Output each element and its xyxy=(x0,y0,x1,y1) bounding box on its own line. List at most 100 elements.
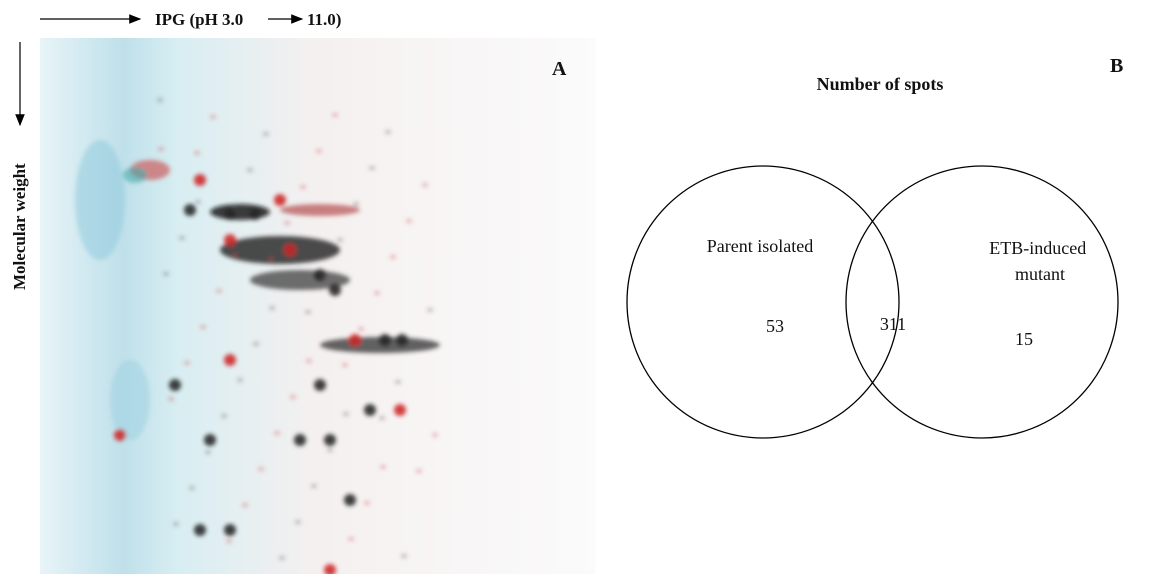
gel-spot xyxy=(168,397,174,401)
gel-spot xyxy=(422,183,428,187)
venn-circle-right xyxy=(846,166,1118,438)
gel-spot xyxy=(385,130,391,134)
gel-spot xyxy=(253,342,259,346)
gel-spot xyxy=(114,429,126,441)
gel-spot xyxy=(329,284,341,296)
gel-spot xyxy=(194,151,200,155)
gel-spot xyxy=(337,238,343,242)
gel-spot xyxy=(349,334,361,346)
gel-spot xyxy=(268,257,274,261)
gel-spot xyxy=(432,433,438,437)
gel-spot xyxy=(394,404,406,416)
gel-spot xyxy=(195,200,201,204)
gel-spot xyxy=(379,416,385,420)
gel-spot xyxy=(205,450,211,454)
gel-spot xyxy=(258,467,264,471)
gel-spot xyxy=(390,255,396,259)
gel-spot xyxy=(342,363,348,367)
gel-spot xyxy=(274,431,280,435)
y-axis-label: Molecular weight xyxy=(10,163,29,290)
gel-spot xyxy=(295,520,301,524)
gel-spot xyxy=(396,334,408,346)
gel-spot xyxy=(327,448,333,452)
gel-spot xyxy=(306,359,312,363)
gel-spot xyxy=(411,344,417,348)
gel-spot xyxy=(189,486,195,490)
gel-spot xyxy=(379,334,391,346)
gel-spot xyxy=(348,537,354,541)
gel-spot xyxy=(210,204,270,220)
gel-spot xyxy=(184,204,196,216)
venn-circle-left xyxy=(627,166,899,438)
gel-spot xyxy=(369,166,375,170)
gel-spot xyxy=(173,522,179,526)
gel-spot xyxy=(358,327,364,331)
gel-spot xyxy=(353,202,359,206)
gel-spot xyxy=(123,167,147,183)
gel-spot xyxy=(226,539,232,543)
venn-panel: Number of spots B Parent isolated ETB-in… xyxy=(627,55,1123,438)
gel-spot xyxy=(220,236,340,264)
set-label: ETB-induced mutant xyxy=(989,238,1090,284)
gel-spot xyxy=(184,361,190,365)
gel-spot xyxy=(395,380,401,384)
gel-spot xyxy=(216,289,222,293)
gel-spot xyxy=(427,308,433,312)
gel-spot xyxy=(343,412,349,416)
panel-label: B xyxy=(1110,55,1123,77)
gel-spot xyxy=(269,306,275,310)
gel-spot xyxy=(324,434,336,446)
gel-spot xyxy=(305,310,311,314)
gel-spot xyxy=(249,208,261,220)
gel-spot xyxy=(242,503,248,507)
gel-spot xyxy=(311,484,317,488)
gel-spot xyxy=(314,379,326,391)
gel-spot xyxy=(416,469,422,473)
gel-spot xyxy=(406,219,412,223)
gel-spot xyxy=(374,291,380,295)
set-count: 15 xyxy=(1015,329,1033,349)
gel-spot xyxy=(284,244,296,256)
gel-spot xyxy=(290,395,296,399)
gel-spot xyxy=(158,147,164,151)
gel-spot xyxy=(179,236,185,240)
gel-spot xyxy=(75,140,125,260)
gel-spot xyxy=(237,378,243,382)
gel-spot xyxy=(194,524,206,536)
x-axis-start: IPG (pH 3.0 xyxy=(155,10,243,29)
gel-spot xyxy=(364,501,370,505)
gel-spot xyxy=(274,194,286,206)
gel-spot xyxy=(294,434,306,446)
gel-spot xyxy=(247,168,253,172)
venn-title: Number of spots xyxy=(817,74,944,94)
gel-image xyxy=(40,38,595,574)
gel-spot xyxy=(364,404,376,416)
gel-spot xyxy=(200,325,206,329)
gel-spot xyxy=(224,208,236,220)
gel-spot xyxy=(279,556,285,560)
gel-spot xyxy=(263,132,269,136)
gel-spot xyxy=(169,379,181,391)
figure: IPG (pH 3.0 11.0) Molecular weight A Num… xyxy=(0,0,1159,574)
set-count: 53 xyxy=(766,316,784,336)
gel-spot xyxy=(284,221,290,225)
gel-panel: IPG (pH 3.0 11.0) Molecular weight A xyxy=(10,10,595,574)
overlap-count: 311 xyxy=(880,314,906,334)
panel-label: A xyxy=(552,58,567,80)
gel-spot xyxy=(380,465,386,469)
gel-spot xyxy=(157,98,163,102)
gel-spot xyxy=(224,524,236,536)
gel-spot xyxy=(163,272,169,276)
gel-spot xyxy=(232,253,238,257)
x-axis-end: 11.0) xyxy=(307,10,341,29)
gel-spot xyxy=(204,434,216,446)
gel-spot xyxy=(224,234,236,246)
gel-spot xyxy=(194,174,206,186)
gel-spot xyxy=(280,204,360,216)
gel-spot xyxy=(344,494,356,506)
set-label: Parent isolated xyxy=(707,236,813,256)
gel-spot xyxy=(221,414,227,418)
gel-spot xyxy=(401,554,407,558)
gel-spot xyxy=(316,149,322,153)
gel-spot xyxy=(110,360,150,440)
